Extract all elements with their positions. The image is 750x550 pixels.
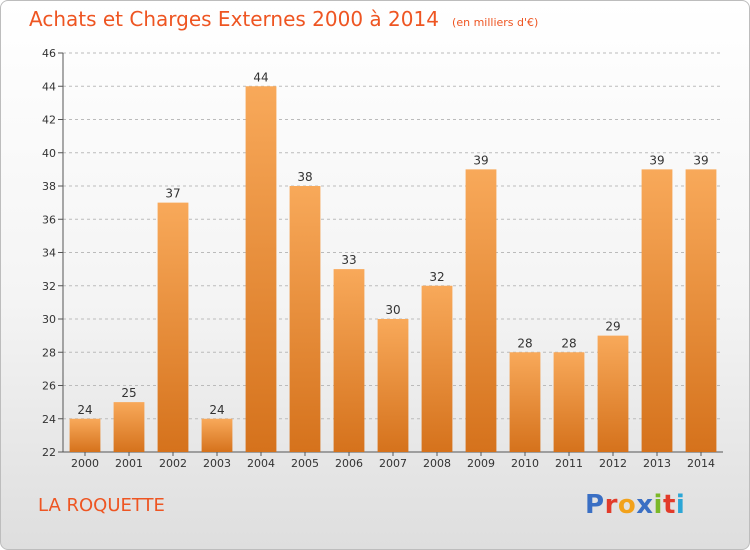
data-label-2005: 38 — [297, 170, 312, 184]
y-tick-label-38: 38 — [42, 180, 56, 193]
y-tick-label-42: 42 — [42, 114, 56, 127]
bar-2005 — [289, 186, 321, 452]
data-label-2003: 24 — [209, 403, 224, 417]
x-tick-label-2010: 2010 — [511, 457, 539, 470]
bar-2000 — [69, 418, 101, 452]
bar-2001 — [113, 402, 145, 452]
y-tick-label-40: 40 — [42, 147, 56, 160]
x-tick-label-2012: 2012 — [599, 457, 627, 470]
x-tick-label-2011: 2011 — [555, 457, 583, 470]
logo-letter: r — [604, 490, 618, 520]
commune-name: LA ROQUETTE — [38, 495, 165, 516]
data-label-2013: 39 — [649, 153, 664, 167]
y-tick-label-22: 22 — [42, 446, 56, 459]
bar-2003 — [201, 418, 233, 452]
y-tick-label-36: 36 — [42, 213, 56, 226]
y-tick-label-26: 26 — [42, 380, 56, 393]
data-label-2008: 32 — [429, 270, 444, 284]
y-tick-label-32: 32 — [42, 280, 56, 293]
logo-letter: i — [675, 490, 686, 520]
proxiti-logo[interactable]: Proxiti — [585, 490, 685, 520]
y-tick-label-44: 44 — [42, 80, 56, 93]
bar-2002 — [157, 202, 189, 452]
bar-2014 — [685, 169, 717, 452]
x-tick-label-2007: 2007 — [379, 457, 407, 470]
y-tick-label-46: 46 — [42, 47, 56, 60]
logo-letter: o — [617, 490, 637, 520]
logo-letter: t — [662, 490, 676, 520]
logo-letter: P — [585, 490, 605, 520]
x-tick-label-2000: 2000 — [71, 457, 99, 470]
data-label-2014: 39 — [693, 153, 708, 167]
bar-2010 — [509, 352, 541, 452]
x-tick-label-2008: 2008 — [423, 457, 451, 470]
y-tick-label-28: 28 — [42, 346, 56, 359]
bar-2012 — [597, 335, 629, 452]
x-tick-label-2013: 2013 — [643, 457, 671, 470]
bar-2004 — [245, 86, 277, 452]
data-label-2011: 28 — [561, 336, 576, 350]
bar-2011 — [553, 352, 585, 452]
data-label-2002: 37 — [165, 187, 180, 201]
x-tick-label-2009: 2009 — [467, 457, 495, 470]
y-tick-label-24: 24 — [42, 413, 56, 426]
data-label-2009: 39 — [473, 153, 488, 167]
y-tick-label-30: 30 — [42, 313, 56, 326]
data-label-2007: 30 — [385, 303, 400, 317]
bar-2006 — [333, 269, 365, 452]
labels: 22 24 26 28 30 32 34 36 38 40 42 44 46 24 2000 25 2001 37… — [42, 47, 715, 470]
data-label-2001: 25 — [121, 386, 136, 400]
bar-2007 — [377, 319, 409, 452]
chart-title: Achats et Charges Externes 2000 à 2014 (… — [29, 7, 538, 31]
chart-title-main: Achats et Charges Externes 2000 à 2014 — [29, 7, 439, 31]
data-label-2000: 24 — [77, 403, 92, 417]
x-tick-label-2005: 2005 — [291, 457, 319, 470]
bar-2008 — [421, 285, 453, 452]
bar-2009 — [465, 169, 497, 452]
logo-letter: i — [653, 490, 663, 520]
data-label-2010: 28 — [517, 336, 532, 350]
x-tick-label-2006: 2006 — [335, 457, 363, 470]
x-tick-label-2002: 2002 — [159, 457, 187, 470]
bar-2013 — [641, 169, 673, 452]
chart-title-unit: (en milliers d'€) — [452, 16, 539, 29]
logo-letter: x — [636, 490, 654, 520]
x-tick-label-2001: 2001 — [115, 457, 143, 470]
data-label-2006: 33 — [341, 253, 356, 267]
bars — [69, 86, 717, 452]
x-tick-label-2003: 2003 — [203, 457, 231, 470]
data-label-2004: 44 — [253, 70, 268, 84]
x-tick-label-2014: 2014 — [687, 457, 715, 470]
y-tick-label-34: 34 — [42, 247, 56, 260]
x-tick-label-2004: 2004 — [247, 457, 275, 470]
data-label-2012: 29 — [605, 320, 620, 334]
